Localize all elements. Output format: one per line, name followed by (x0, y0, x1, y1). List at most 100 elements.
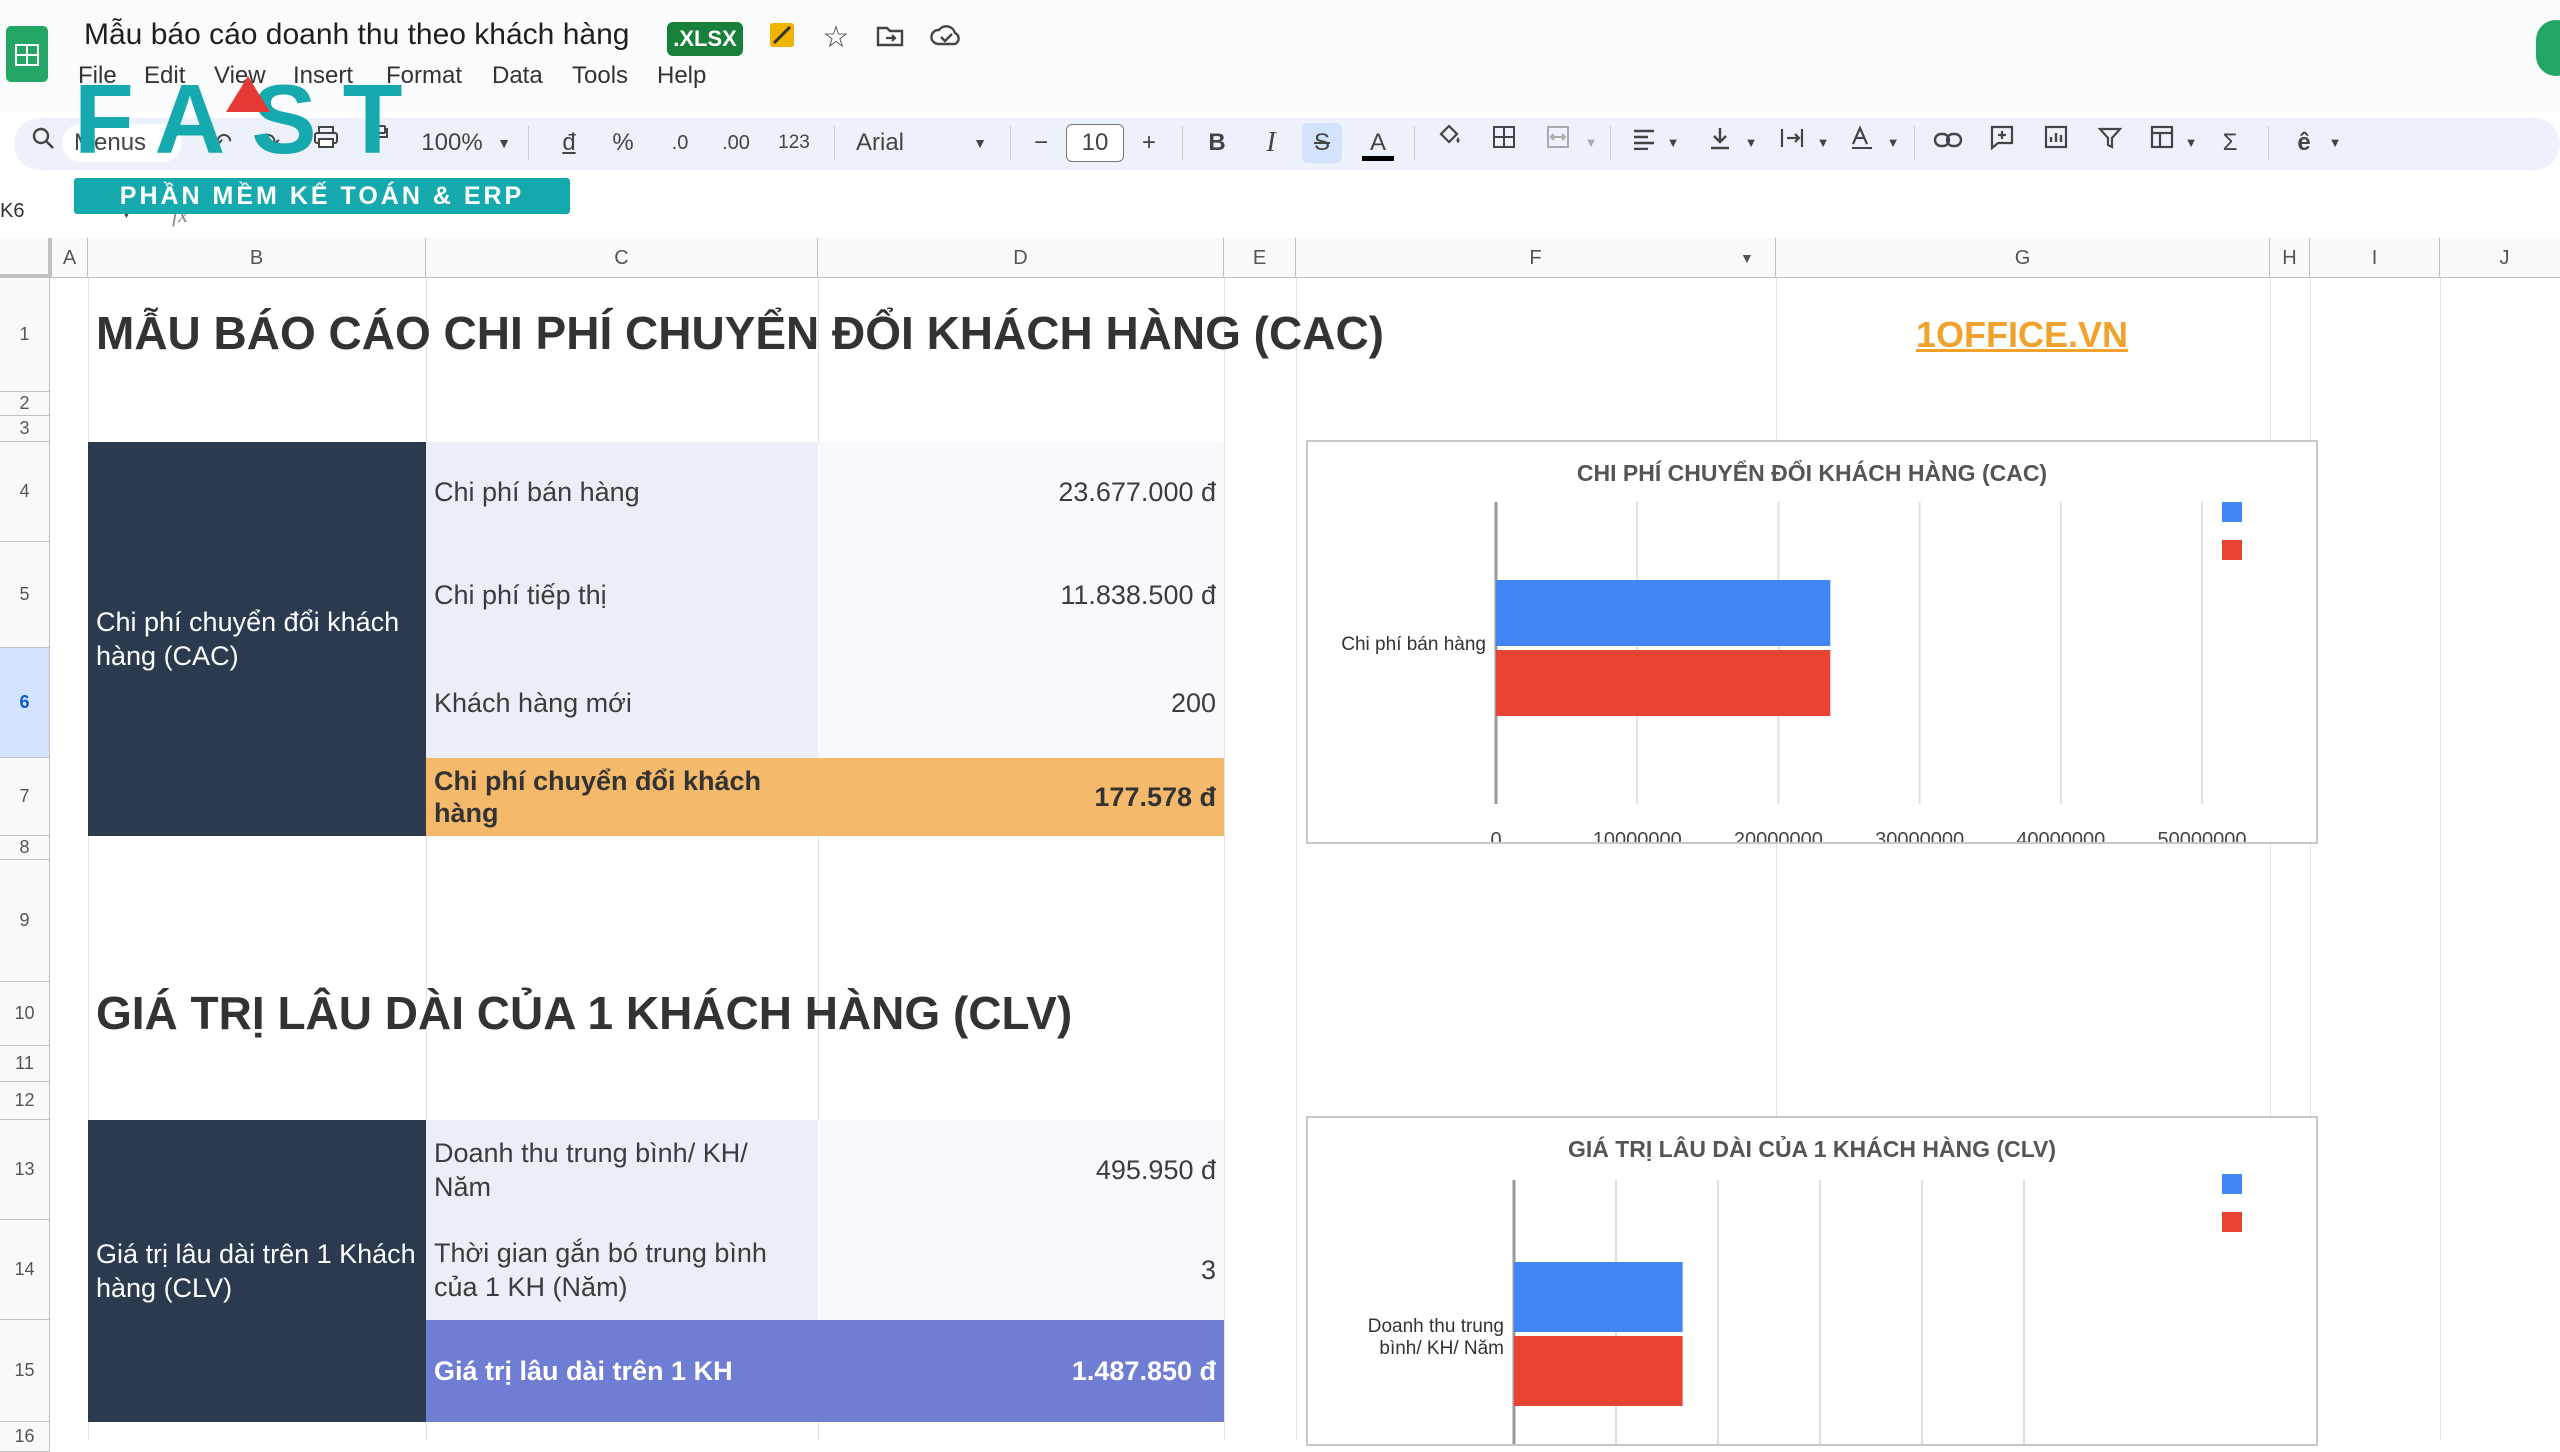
row-header-3[interactable]: 3 (0, 416, 50, 442)
text-rotation-icon[interactable] (1844, 118, 1880, 168)
filter-views-dropdown-icon[interactable]: ▼ (2184, 135, 2198, 150)
clv-total-value: 1.487.850 đ (818, 1320, 1224, 1422)
menu-file[interactable]: File (78, 62, 117, 89)
account-avatar[interactable] (2536, 20, 2560, 76)
cac-chart-plot: 0 10000000 20000000 30000000 40000000 5000000… (1341, 502, 2246, 842)
increase-font-size-button[interactable]: + (1141, 129, 1156, 156)
insert-link-icon[interactable] (1928, 118, 1968, 168)
clv-label-avg-lifetime: Thời gian gắn bó trung bình của 1 KH (Nă… (426, 1220, 818, 1320)
cac-section-title: MẪU BÁO CÁO CHI PHÍ CHUYỂN ĐỔI KHÁCH HÀN… (96, 307, 1384, 359)
filter-views-icon[interactable] (2142, 118, 2182, 168)
name-box[interactable]: K6 (0, 200, 25, 222)
font-family-select[interactable]: Arial (856, 129, 905, 156)
column-header-b[interactable]: B (88, 238, 426, 278)
cac-chart[interactable]: CHI PHÍ CHUYỂN ĐỔI KHÁCH HÀNG (CAC) 0 100… (1306, 440, 2318, 844)
row-header-14[interactable]: 14 (0, 1220, 50, 1320)
text-wrapping-icon[interactable] (1774, 118, 1810, 168)
column-header-g[interactable]: G (1776, 238, 2270, 278)
text-color-button[interactable]: A (1358, 118, 1398, 168)
row-header-2[interactable]: 2 (0, 392, 50, 416)
insert-chart-icon[interactable] (2036, 118, 2076, 168)
column-header-f[interactable]: F (1296, 238, 1776, 278)
menu-insert[interactable]: Insert (293, 62, 354, 89)
text-color-letter: A (1369, 129, 1386, 156)
title-bar (0, 0, 2560, 112)
menu-tools[interactable]: Tools (572, 62, 629, 89)
vertical-align-icon[interactable] (1702, 118, 1738, 168)
zoom-dropdown-icon[interactable]: ▼ (497, 135, 511, 151)
insert-comment-icon[interactable] (1982, 118, 2022, 168)
redo-icon[interactable]: ↷ (259, 129, 281, 156)
bold-button[interactable]: B (1208, 129, 1226, 156)
row-header-1[interactable]: 1 (0, 278, 50, 392)
paint-format-icon[interactable] (358, 118, 394, 168)
menu-data[interactable]: Data (492, 62, 543, 89)
italic-button[interactable]: I (1266, 127, 1276, 158)
input-tools-icon[interactable]: ê (2297, 129, 2311, 156)
sheets-logo-icon[interactable] (6, 26, 48, 82)
merge-dropdown-icon[interactable]: ▼ (1584, 135, 1598, 150)
row-header-15[interactable]: 15 (0, 1320, 50, 1422)
offline-icon[interactable] (762, 20, 802, 58)
fill-color-icon[interactable] (1430, 118, 1470, 168)
strikethrough-button[interactable]: S (1302, 123, 1342, 163)
font-size-input[interactable]: 10 (1066, 124, 1124, 162)
search-menus-icon[interactable] (28, 118, 58, 168)
chart-legend-swatch (2222, 1212, 2242, 1232)
column-header-e[interactable]: E (1224, 238, 1296, 278)
fast-logo-triangle-icon (226, 76, 270, 112)
valign-dropdown-icon[interactable]: ▼ (1744, 135, 1758, 150)
column-header-h[interactable]: H (2270, 238, 2310, 278)
decrease-font-size-button[interactable]: − (1033, 129, 1048, 156)
row-header-10[interactable]: 10 (0, 982, 50, 1046)
column-header-a[interactable]: A (52, 238, 88, 278)
row-header-8[interactable]: 8 (0, 836, 50, 860)
column-f-menu-icon[interactable]: ▼ (1740, 250, 1754, 266)
star-icon[interactable]: ☆ (822, 21, 850, 54)
row-header-7[interactable]: 7 (0, 758, 50, 836)
functions-button[interactable]: Σ (2222, 129, 2238, 156)
percent-format-button[interactable]: % (612, 129, 634, 156)
clv-section-title: GIÁ TRỊ LÂU DÀI CỦA 1 KHÁCH HÀNG (CLV) (96, 987, 1073, 1039)
row-header-16[interactable]: 16 (0, 1422, 50, 1452)
column-header-c[interactable]: C (426, 238, 818, 278)
column-header-d[interactable]: D (818, 238, 1224, 278)
row-header-13[interactable]: 13 (0, 1120, 50, 1220)
column-header-i[interactable]: I (2310, 238, 2440, 278)
search-menus-input[interactable]: Menus (62, 124, 182, 162)
row-header-11[interactable]: 11 (0, 1046, 50, 1082)
print-icon[interactable] (308, 118, 344, 168)
borders-icon[interactable] (1484, 118, 1524, 168)
zoom-select[interactable]: 100% (421, 129, 483, 156)
font-dropdown-icon[interactable]: ▼ (973, 135, 987, 151)
1office-link[interactable]: 1OFFICE.VN (1916, 314, 2129, 355)
rotation-dropdown-icon[interactable]: ▼ (1886, 135, 1900, 150)
horizontal-align-icon[interactable] (1626, 118, 1662, 168)
input-tools-dropdown-icon[interactable]: ▼ (2328, 135, 2342, 150)
menu-edit[interactable]: Edit (144, 62, 186, 89)
menu-format[interactable]: Format (386, 62, 463, 89)
menu-help[interactable]: Help (657, 62, 707, 89)
merge-cells-icon[interactable] (1538, 118, 1578, 168)
row-header-4[interactable]: 4 (0, 442, 50, 542)
row-header-5[interactable]: 5 (0, 542, 50, 648)
currency-format-button[interactable]: đ (562, 129, 576, 156)
document-title[interactable]: Mẫu báo cáo doanh thu theo khách hàng (84, 18, 630, 51)
halign-dropdown-icon[interactable]: ▼ (1666, 135, 1680, 150)
row-header-9[interactable]: 9 (0, 860, 50, 982)
cloud-status-icon[interactable] (926, 20, 966, 58)
clv-value-avg-revenue: 495.950 đ (818, 1120, 1224, 1220)
move-folder-icon[interactable] (870, 20, 910, 58)
chart-bar (1514, 1336, 1683, 1406)
filter-icon[interactable] (2090, 118, 2130, 168)
row-header-12[interactable]: 12 (0, 1082, 50, 1120)
clv-chart[interactable]: GIÁ TRỊ LÂU DÀI CỦA 1 KHÁCH HÀNG (CLV) D… (1306, 1116, 2318, 1446)
select-all-corner[interactable] (0, 238, 52, 278)
row-header-6[interactable]: 6 (0, 648, 50, 758)
column-header-j[interactable]: J (2440, 238, 2560, 278)
more-formats-button[interactable]: 123 (778, 132, 810, 153)
wrap-dropdown-icon[interactable]: ▼ (1816, 135, 1830, 150)
undo-icon[interactable]: ↶ (211, 129, 233, 156)
decrease-decimal-button[interactable]: .0 (671, 132, 689, 154)
increase-decimal-button[interactable]: .00 (722, 132, 750, 154)
